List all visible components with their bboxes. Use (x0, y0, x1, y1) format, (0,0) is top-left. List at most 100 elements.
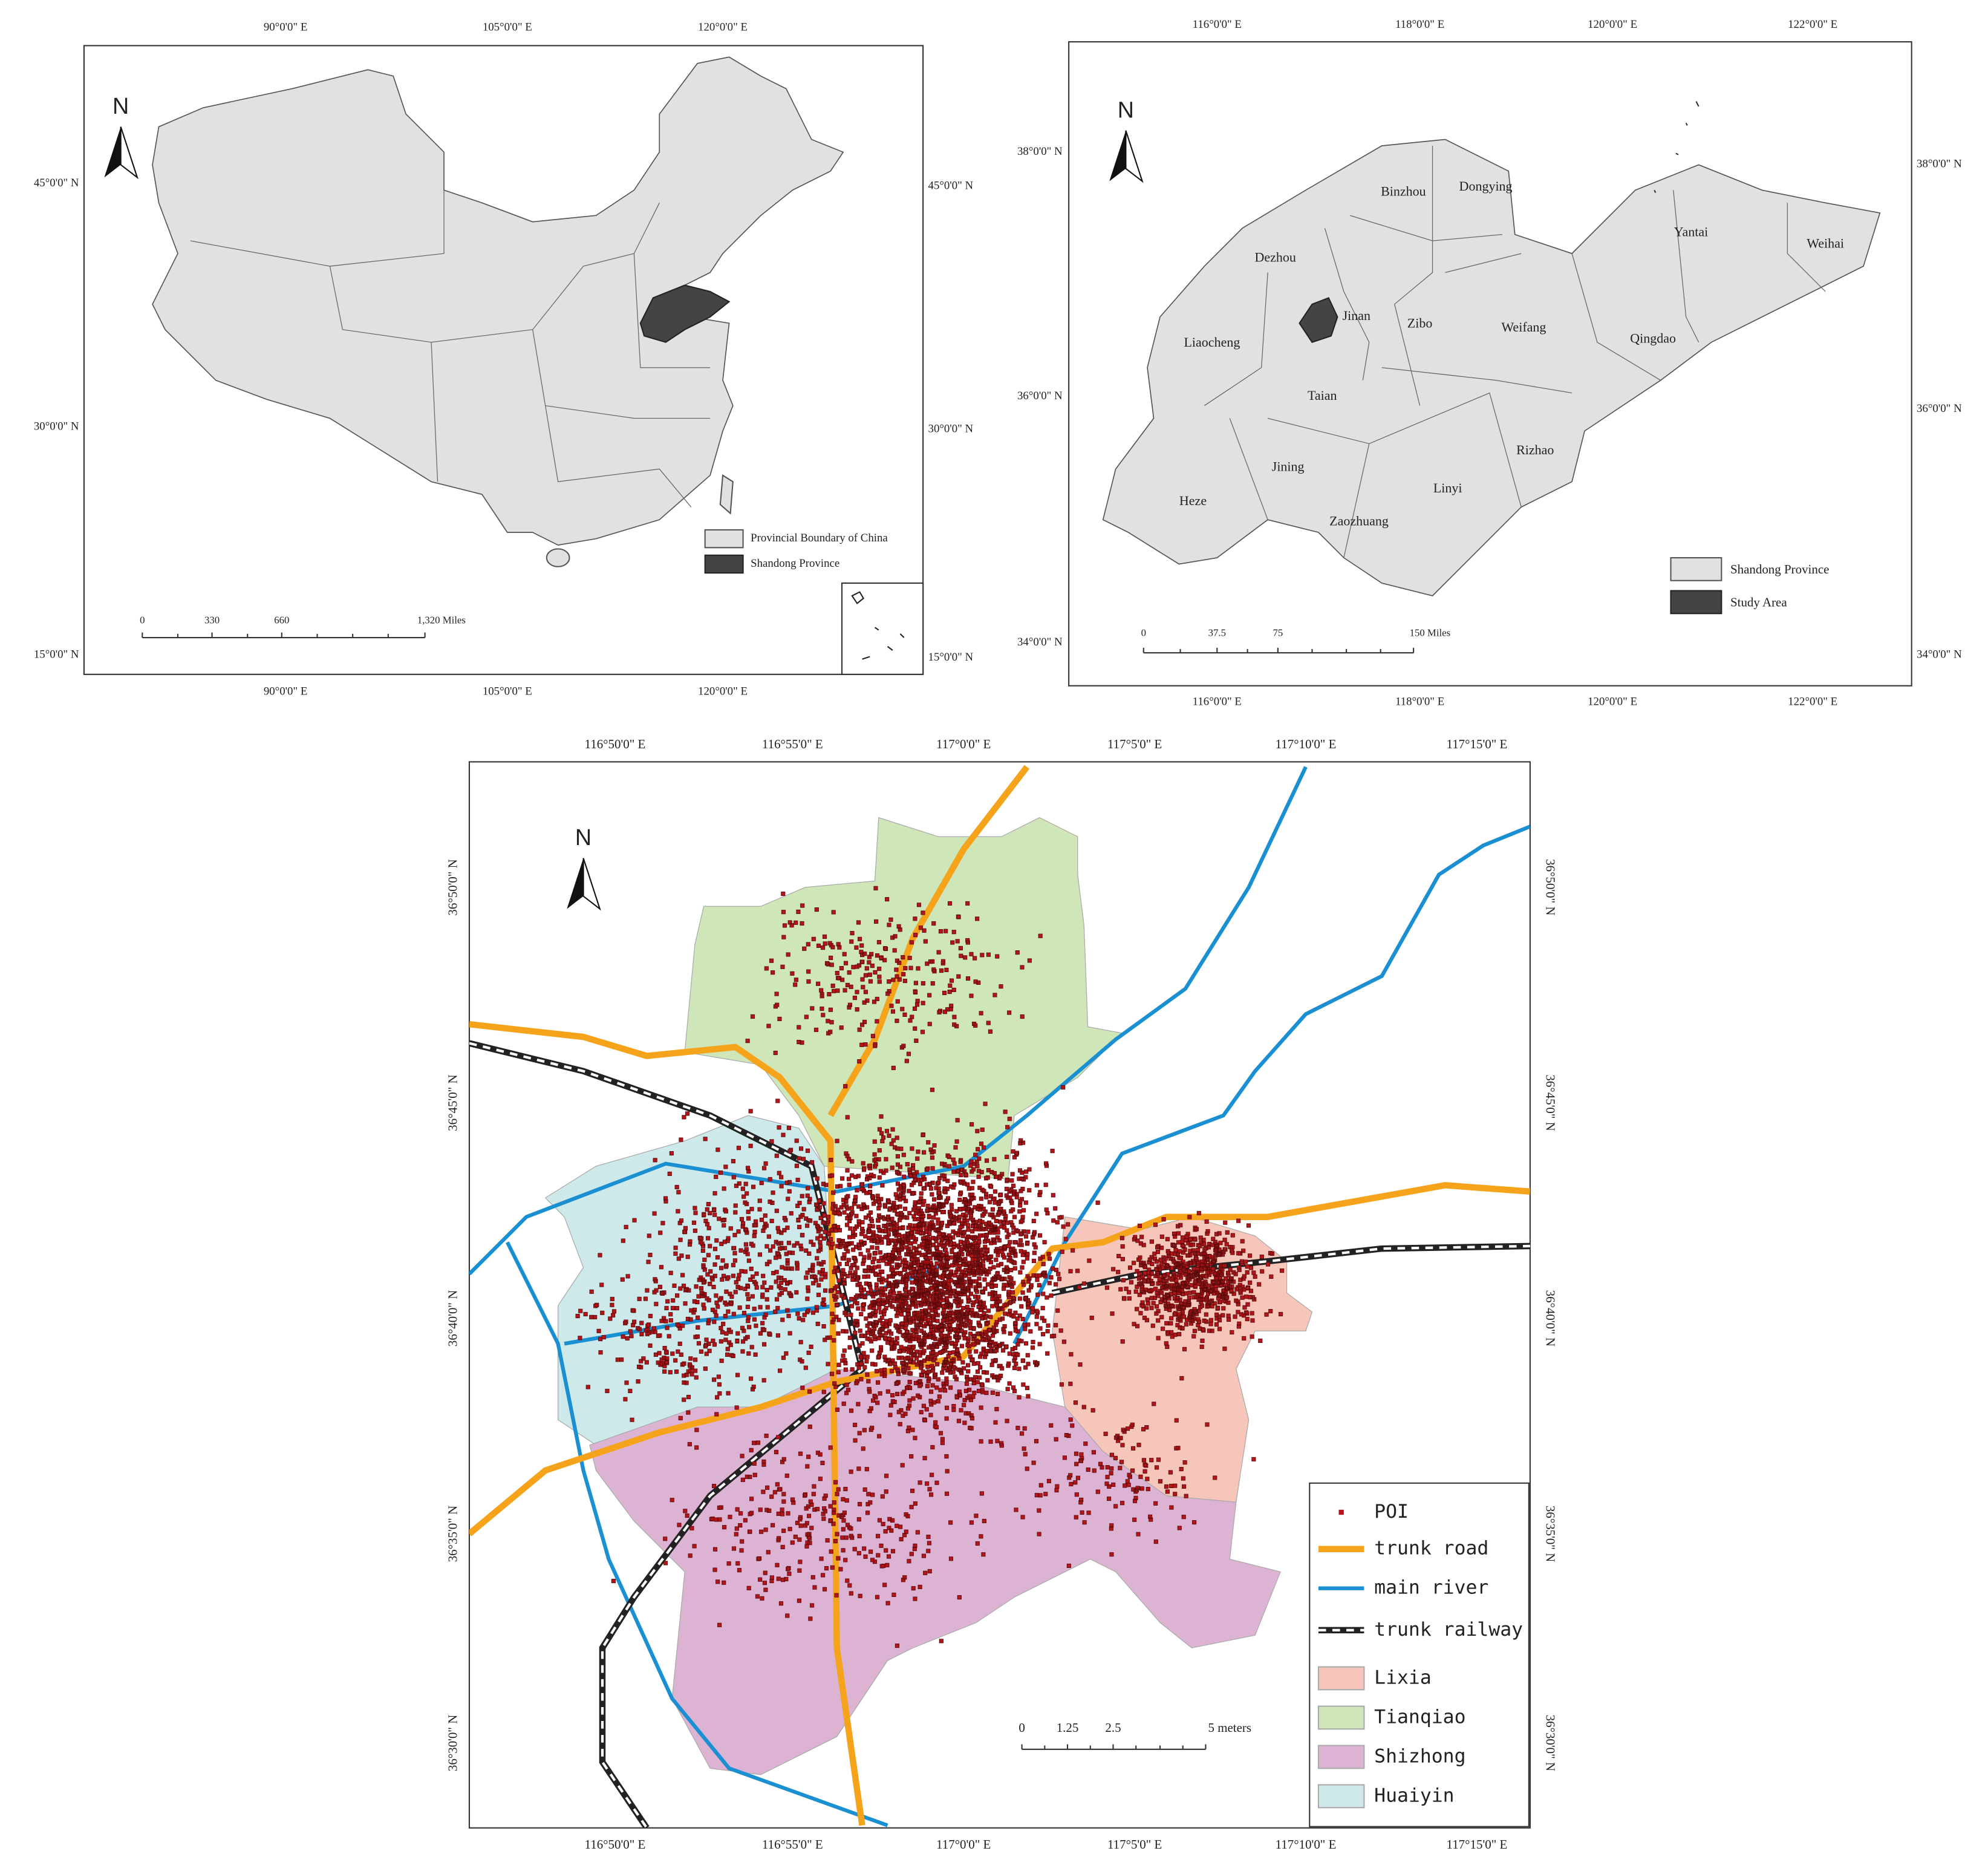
legend-swatch (1317, 1705, 1365, 1730)
north-arrow (1109, 130, 1126, 181)
x-tick-label: 117°15'0" E (1447, 737, 1508, 751)
scale-bar (142, 632, 426, 639)
north-label: N (575, 824, 592, 850)
scale-label: 0 (1141, 627, 1146, 639)
x-tick-label: 120°0'0" E (1588, 18, 1637, 31)
legend-label: trunk road (1374, 1538, 1488, 1559)
y-tick-label: 36°50'0" N (446, 859, 460, 915)
scale-label: 1.25 (1057, 1720, 1079, 1735)
x-tick-label: 116°0'0" E (1193, 695, 1242, 708)
y-tick-label: 38°0'0" N (1017, 145, 1063, 158)
x-tick-label: 117°0'0" E (936, 1837, 991, 1852)
y-tick-label: 15°0'0" N (928, 651, 974, 664)
legend-label: Shandong Province (751, 557, 839, 570)
shandong-panel (1068, 41, 1912, 687)
legend-label: Provincial Boundary of China (751, 532, 888, 544)
scale-bar (1021, 1744, 1207, 1750)
y-tick-label: 34°0'0" N (1017, 636, 1063, 648)
x-tick-label: 118°0'0" E (1395, 695, 1444, 708)
province-boundaries (633, 253, 711, 368)
x-tick-label: 117°15'0" E (1447, 1837, 1508, 1852)
y-tick-label: 38°0'0" N (1917, 158, 1962, 171)
china-outline (152, 56, 844, 546)
y-tick-label: 36°50'0" N (1543, 859, 1558, 915)
city-label: Weifang (1501, 319, 1546, 335)
legend-swatch (704, 529, 744, 549)
scale-label: 2.5 (1105, 1720, 1121, 1735)
scale-label: 660 (274, 615, 289, 626)
y-tick-label: 36°0'0" N (1017, 390, 1063, 402)
y-tick-label: 30°0'0" N (928, 423, 974, 436)
province-boundaries (545, 405, 692, 508)
x-tick-label: 116°50'0" E (585, 1837, 646, 1852)
legend-label: Study Area (1730, 595, 1787, 609)
study-area-highlight (1299, 297, 1338, 344)
legend-label: Huaiyin (1374, 1784, 1454, 1806)
city-label: Zibo (1407, 316, 1433, 331)
railways (469, 1040, 1530, 1828)
jinan-map-body (469, 765, 1530, 1828)
y-tick-label: 36°30'0" N (1543, 1715, 1558, 1771)
railway-dash (1052, 1244, 1530, 1295)
x-tick-label: 122°0'0" E (1788, 695, 1837, 708)
inset-islands (851, 591, 905, 660)
north-label: N (1118, 97, 1134, 122)
province-boundaries (329, 266, 438, 482)
city-label: Linyi (1433, 480, 1462, 495)
taiwan (719, 474, 734, 515)
city-label: Yantai (1674, 224, 1708, 240)
legend-swatch (1317, 1784, 1365, 1809)
city-label: Weihai (1807, 235, 1844, 250)
city-label: Heze (1179, 493, 1207, 508)
y-tick-label: 36°30'0" N (446, 1715, 460, 1771)
y-tick-label: 36°40'0" N (446, 1290, 460, 1347)
railway-dash (469, 1042, 864, 1828)
x-tick-label: 105°0'0" E (483, 685, 532, 697)
y-tick-label: 36°35'0" N (1543, 1506, 1558, 1562)
x-tick-label: 117°5'0" E (1107, 737, 1162, 751)
city-label: Dongying (1459, 178, 1513, 194)
north-arrow (582, 858, 601, 911)
north-arrow (104, 126, 121, 178)
y-tick-label: 36°0'0" N (1917, 402, 1962, 415)
district-shizhong (589, 1368, 1281, 1775)
legend-swatch (1670, 590, 1722, 615)
legend-label: Tianqiao (1374, 1706, 1465, 1728)
x-tick-label: 117°5'0" E (1107, 1837, 1162, 1852)
scale-bar (1142, 647, 1415, 654)
scale-label: 150 Miles (1410, 627, 1450, 639)
x-tick-label: 116°55'0" E (762, 737, 823, 751)
x-tick-label: 90°0'0" E (264, 21, 308, 33)
legend-box (1309, 1482, 1530, 1827)
city-boundaries (1204, 145, 1826, 558)
y-tick-label: 34°0'0" N (1917, 648, 1962, 661)
x-tick-label: 120°0'0" E (698, 685, 748, 697)
inset-frame (841, 582, 924, 675)
scale-label: 0 (1018, 1720, 1025, 1735)
north-arrow (120, 126, 139, 180)
x-tick-label: 90°0'0" E (264, 685, 308, 697)
city-label: Jinan (1343, 308, 1370, 323)
scale-label: 37.5 (1208, 627, 1226, 639)
y-tick-label: 36°35'0" N (446, 1506, 460, 1562)
river (1012, 824, 1530, 1345)
y-tick-label: 15°0'0" N (34, 648, 79, 661)
north-label: N (112, 93, 129, 119)
y-tick-label: 45°0'0" N (34, 177, 79, 189)
scale-label: 5 meters (1208, 1720, 1252, 1735)
poi-points (575, 886, 1285, 1648)
x-tick-label: 116°55'0" E (762, 1837, 823, 1852)
x-tick-label: 105°0'0" E (483, 21, 532, 33)
province-boundaries (190, 190, 445, 267)
scale-label: 75 (1273, 627, 1283, 639)
scale-label: 0 (140, 615, 145, 626)
scale-label: 330 (204, 615, 220, 626)
road (469, 1020, 865, 1826)
city-label: Jining (1272, 459, 1305, 474)
legend-swatch (1317, 1666, 1365, 1691)
x-tick-label: 116°50'0" E (585, 737, 646, 751)
x-tick-label: 117°10'0" E (1276, 737, 1337, 751)
province-boundaries (431, 203, 660, 343)
y-tick-label: 30°0'0" N (34, 420, 79, 433)
